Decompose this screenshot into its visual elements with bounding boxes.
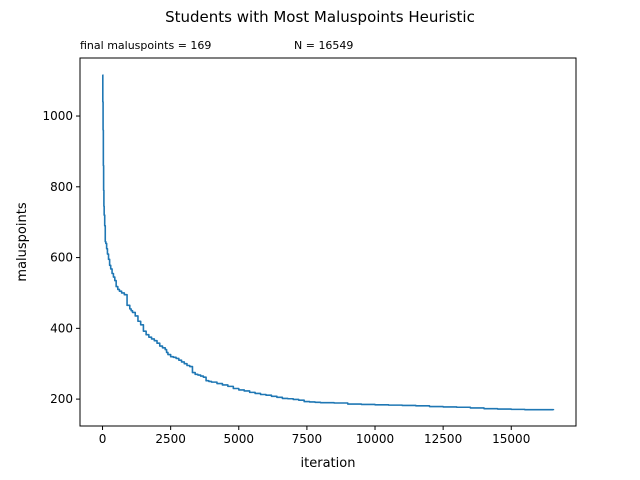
chart-title: Students with Most Maluspoints Heuristic (165, 8, 475, 26)
x-axis-ticks: 0 2500 5000 7500 10000 12500 15000 (99, 426, 530, 446)
x-tick-label: 2500 (155, 432, 186, 446)
y-tick-label: 600 (50, 251, 73, 265)
x-tick-label: 0 (99, 432, 107, 446)
subtitle-final-maluspoints: final maluspoints = 169 (80, 39, 211, 52)
x-tick-label: 7500 (292, 432, 323, 446)
x-tick-label: 5000 (224, 432, 255, 446)
y-tick-label: 200 (50, 392, 73, 406)
y-axis-label: maluspoints (15, 202, 30, 281)
y-axis-ticks: 200 400 600 800 1000 (42, 109, 80, 406)
y-tick-label: 1000 (42, 109, 73, 123)
subtitle-n: N = 16549 (294, 39, 353, 52)
y-tick-label: 800 (50, 180, 73, 194)
x-tick-label: 10000 (356, 432, 394, 446)
x-axis-label: iteration (301, 456, 356, 471)
y-tick-label: 400 (50, 321, 73, 335)
plot-frame (79, 57, 577, 427)
x-tick-label: 12500 (424, 432, 462, 446)
x-tick-label: 15000 (492, 432, 530, 446)
series-line (102, 74, 555, 411)
